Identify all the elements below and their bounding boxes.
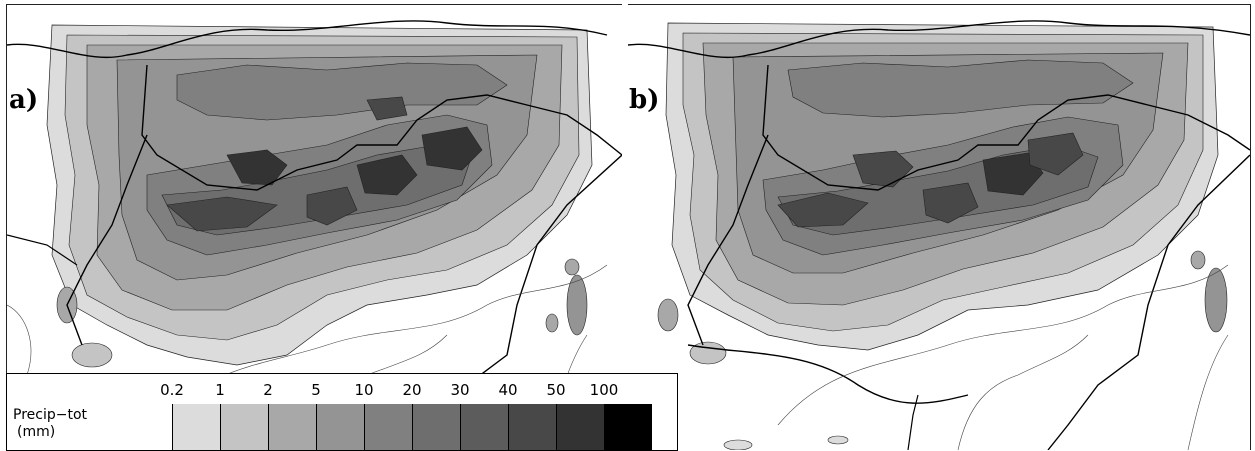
legend-tick-label: 20 (402, 381, 422, 399)
legend-swatch (508, 404, 556, 450)
precip-legend: Precip−tot (mm) 0.2 1 2 5 10 20 30 40 50 100 (6, 373, 678, 451)
legend-color-bar (172, 404, 652, 450)
map-panel-a: a) (6, 4, 622, 450)
legend-tick-label: 50 (546, 381, 566, 399)
legend-swatch (460, 404, 508, 450)
legend-swatch (604, 404, 652, 450)
legend-tick-labels: 0.2 1 2 5 10 20 30 40 50 100 (7, 381, 677, 399)
legend-tick-label: 100 (589, 381, 619, 399)
precip-map-b (628, 20, 1250, 450)
legend-tick-label: 1 (215, 381, 225, 399)
precip-map-a (7, 20, 622, 450)
panel-label-a: a) (9, 85, 39, 115)
legend-title-unit: (mm) (17, 424, 56, 440)
legend-tick-label: 2 (263, 381, 273, 399)
legend-swatch (316, 404, 364, 450)
legend-swatch (268, 404, 316, 450)
legend-tick-label: 5 (311, 381, 321, 399)
panel-label-b: b) (629, 85, 660, 115)
legend-swatch (220, 404, 268, 450)
legend-title-variable: Precip−tot (13, 407, 88, 423)
legend-swatch (412, 404, 460, 450)
legend-tick-label: 0.2 (160, 381, 184, 399)
legend-title: Precip−tot (mm) (13, 407, 87, 441)
map-panel-b: b) (628, 4, 1251, 450)
legend-swatch (364, 404, 412, 450)
legend-tick-label: 40 (498, 381, 518, 399)
legend-tick-label: 10 (354, 381, 374, 399)
legend-tick-label: 30 (450, 381, 470, 399)
legend-swatch (172, 404, 220, 450)
legend-swatch (556, 404, 604, 450)
